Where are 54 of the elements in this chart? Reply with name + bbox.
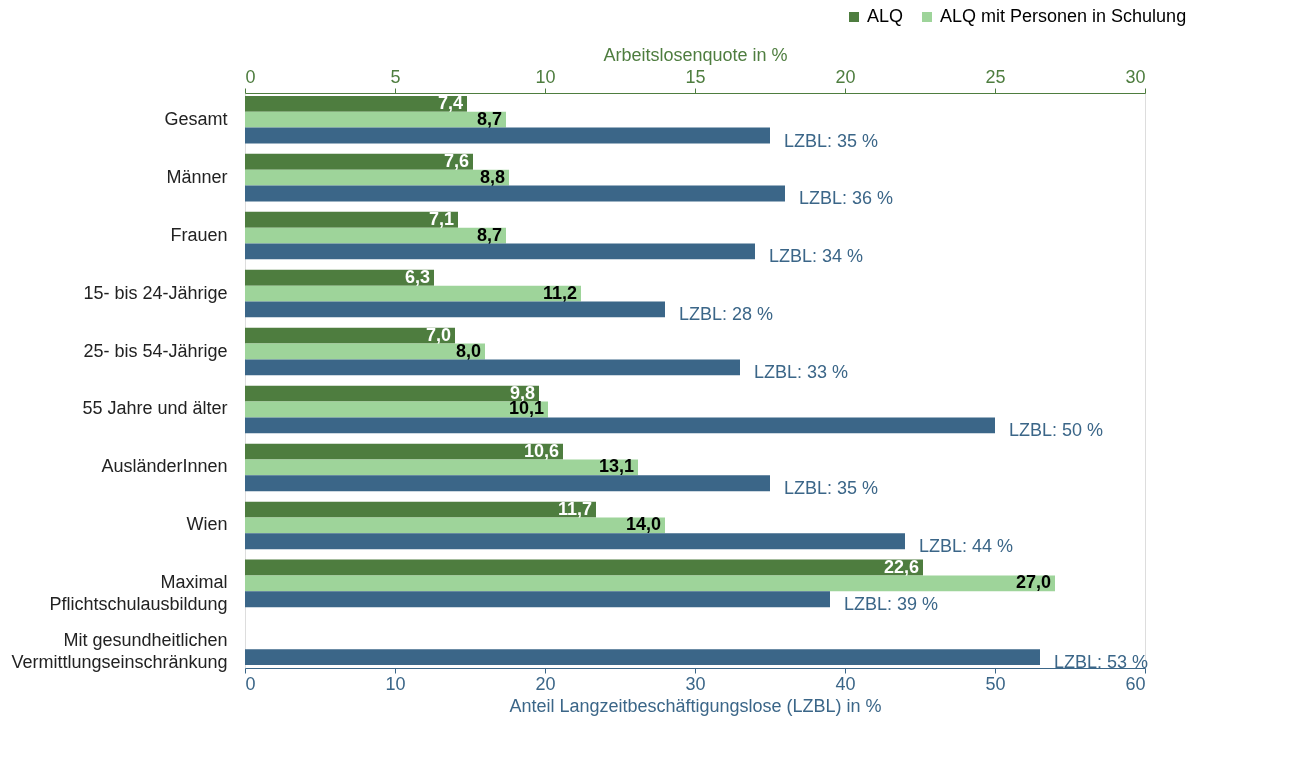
data-label: 22,6 xyxy=(883,556,919,577)
data-label: 8,7 xyxy=(476,108,502,129)
x2-tick-label: 0 xyxy=(245,66,256,87)
data-label: 7,1 xyxy=(428,208,454,229)
data-label: 27,0 xyxy=(1015,572,1051,593)
y-tick-label: Mit gesundheitlichen Vermittlungseinschränkung xyxy=(11,630,228,673)
y-tick-label: Männer xyxy=(166,166,228,187)
data-label: LZBL: 39 % xyxy=(844,594,939,615)
data-label: LZBL: 35 % xyxy=(784,478,879,499)
x2-axis-title: Arbeitslosenquote in % xyxy=(603,44,788,65)
x-tick-label: 30 xyxy=(685,673,706,694)
y-tick-label: 15- bis 24-Jährige xyxy=(83,282,228,303)
y-tick-label: AusländerInnen xyxy=(101,456,228,477)
x-tick-label: 50 xyxy=(985,673,1006,694)
y-tick-label: 25- bis 54-Jährige xyxy=(83,340,228,361)
x-tick-label: 60 xyxy=(1125,673,1146,694)
legend-label: ALQ mit Personen in Schulung xyxy=(940,6,1187,26)
data-label: 7,0 xyxy=(425,324,451,345)
data-label: LZBL: 28 % xyxy=(679,304,774,325)
data-label: 7,6 xyxy=(443,150,469,171)
data-label: 7,4 xyxy=(437,92,463,113)
data-label: 8,7 xyxy=(476,224,502,245)
data-label: 6,3 xyxy=(404,266,430,287)
x-tick-label: 20 xyxy=(535,673,556,694)
data-label: 11,2 xyxy=(542,282,577,303)
data-label: LZBL: 53 % xyxy=(1054,652,1149,673)
data-label: LZBL: 35 % xyxy=(784,130,879,151)
data-label: LZBL: 36 % xyxy=(799,188,894,209)
y-tick-label: Wien xyxy=(186,514,228,535)
data-label: 13,1 xyxy=(598,456,634,477)
data-label: 11,7 xyxy=(557,498,592,519)
x2-tick-label: 5 xyxy=(390,66,401,87)
x2-tick-label: 30 xyxy=(1125,66,1146,87)
data-label: LZBL: 33 % xyxy=(754,362,849,383)
x-tick-label: 10 xyxy=(385,673,406,694)
data-label: 8,0 xyxy=(455,340,481,361)
y-tick-label: 55 Jahre und älter xyxy=(82,398,228,419)
y-tick-label: Maximal Pflichtschulausbildung xyxy=(49,572,228,615)
x2-tick-label: 15 xyxy=(685,66,706,87)
x-tick-label: 0 xyxy=(245,673,256,694)
data-label: LZBL: 44 % xyxy=(919,536,1014,557)
y-tick-label: Gesamt xyxy=(164,108,228,129)
x2-tick-label: 25 xyxy=(985,66,1006,87)
data-label: 10,6 xyxy=(523,440,559,461)
y-tick-label: Frauen xyxy=(170,224,228,245)
legend-label: ALQ xyxy=(867,6,904,26)
data-label: 8,8 xyxy=(479,166,505,187)
data-label: 14,0 xyxy=(625,514,661,535)
x-axis-title: Anteil Langzeitbeschäftigungslose (LZBL) in % xyxy=(509,695,882,716)
x2-tick-label: 20 xyxy=(835,66,856,87)
data-label: LZBL: 34 % xyxy=(769,246,864,267)
x2-tick-label: 10 xyxy=(535,66,556,87)
x-tick-label: 40 xyxy=(835,673,856,694)
data-label: LZBL: 50 % xyxy=(1009,420,1104,441)
